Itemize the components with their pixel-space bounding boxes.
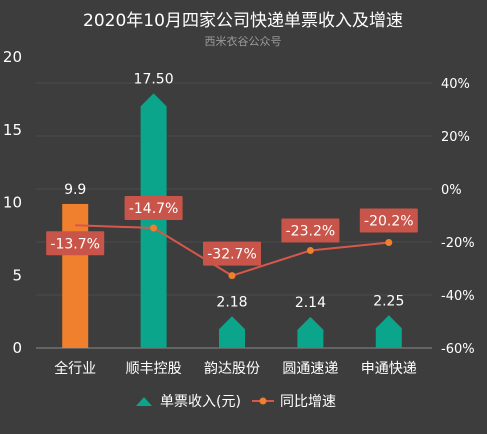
legend: 单票收入(元) 同比增速 <box>136 394 336 410</box>
bar <box>219 316 245 348</box>
growth-label: -14.7% <box>129 201 179 217</box>
right-axis-tick: 0% <box>441 183 462 198</box>
legend-bar-marker <box>136 397 152 406</box>
bar-value-label: 2.25 <box>373 293 404 309</box>
category-label: 圆通速递 <box>282 361 338 377</box>
growth-label: -32.7% <box>207 247 257 263</box>
bar-value-label: 2.14 <box>295 295 326 311</box>
bar-series: 9.9 17.50 2.18 2.14 2.25 <box>62 71 404 348</box>
left-axis-tick: 10 <box>3 194 22 212</box>
category-label: 全行业 <box>54 360 96 377</box>
right-axis: -60% -40% -20% 0% 20% 40% <box>441 77 475 357</box>
right-axis-tick: 20% <box>441 130 470 145</box>
right-axis-tick: -40% <box>441 289 475 304</box>
bar <box>62 203 89 348</box>
right-axis-tick: -60% <box>441 342 475 357</box>
category-label: 顺丰控股 <box>126 361 182 377</box>
left-axis-tick: 0 <box>12 339 22 357</box>
chart-title: 2020年10月四家公司快递单票收入及增速 <box>83 11 403 31</box>
bar-value-label: 17.50 <box>134 71 174 87</box>
legend-line-dot <box>259 397 267 405</box>
growth-label: -23.2% <box>286 223 336 239</box>
x-axis: 全行业 顺丰控股 韵达股份 圆通速递 申通快递 <box>54 360 417 377</box>
line-series: -13.7% -14.7% -32.7% -23.2% -20.2% <box>46 195 418 280</box>
bar <box>297 316 324 348</box>
left-axis-tick: 5 <box>12 266 22 284</box>
category-label: 申通快递 <box>361 361 417 377</box>
chart-subtitle: 西米衣谷公众号 <box>205 34 282 48</box>
growth-label-box <box>203 241 261 266</box>
growth-point <box>150 224 158 232</box>
growth-label-box <box>46 231 105 256</box>
growth-point <box>228 272 236 280</box>
right-axis-tick: 40% <box>441 77 470 92</box>
growth-label: -13.7% <box>50 236 100 252</box>
bar <box>375 315 402 348</box>
bar-value-label: 9.9 <box>64 182 86 198</box>
growth-label-box <box>124 195 183 220</box>
growth-point <box>385 239 393 247</box>
left-axis: 0 5 10 15 20 <box>3 48 22 357</box>
left-axis-tick: 20 <box>3 48 22 66</box>
growth-label: -20.2% <box>364 214 414 230</box>
bar <box>140 93 167 348</box>
growth-label-box <box>281 218 340 243</box>
legend-bar-label: 单票收入(元) <box>160 394 241 410</box>
left-axis-tick: 15 <box>3 121 22 139</box>
legend-line-label: 同比增速 <box>280 394 336 410</box>
growth-label-box <box>359 208 418 233</box>
category-label: 韵达股份 <box>204 361 260 377</box>
right-axis-tick: -20% <box>441 236 475 251</box>
growth-point <box>306 246 314 254</box>
bar-value-label: 2.18 <box>216 294 247 310</box>
